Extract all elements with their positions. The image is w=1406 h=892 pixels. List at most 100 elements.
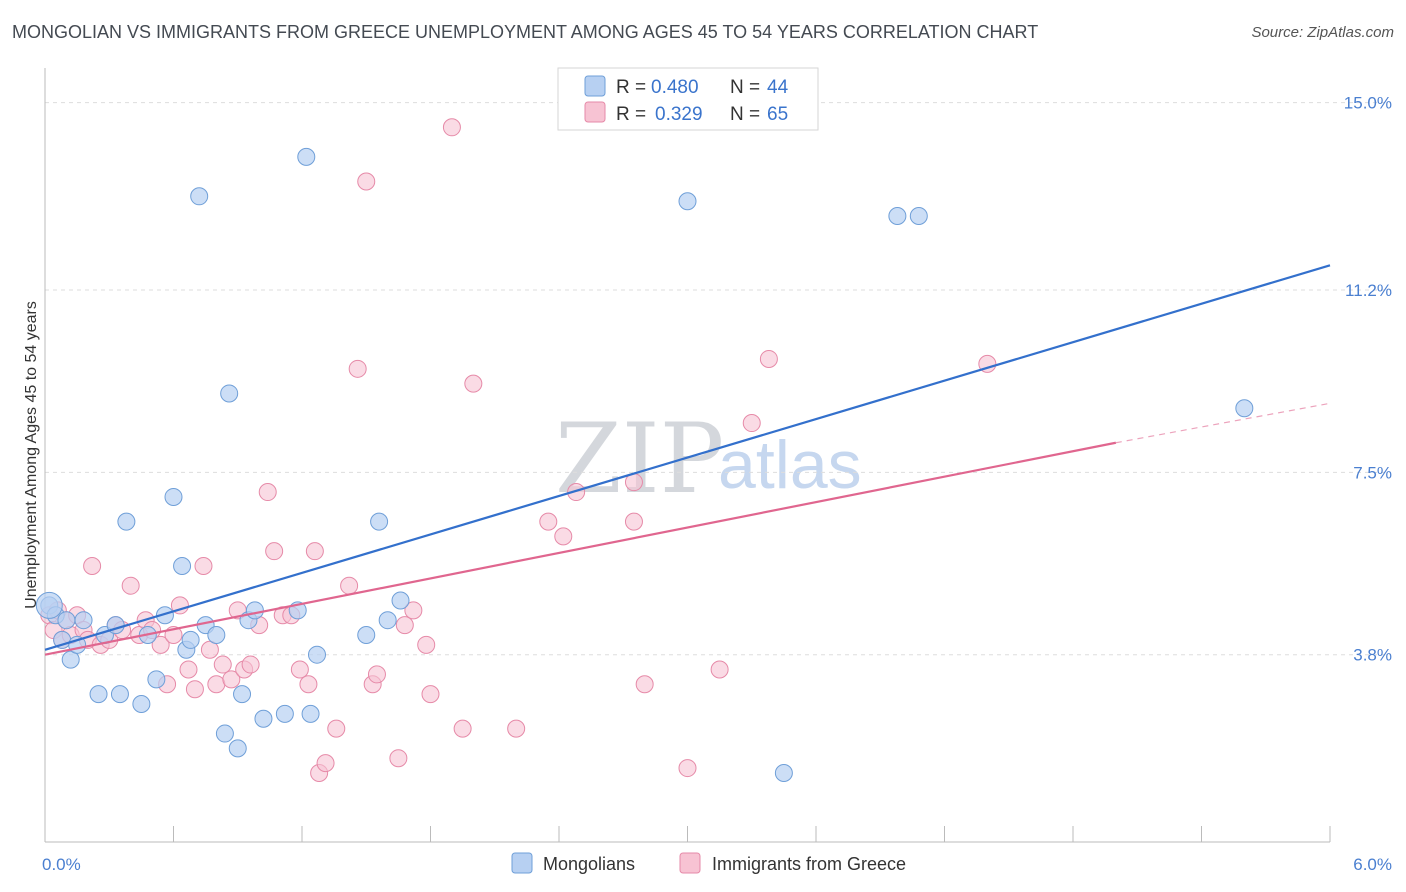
trend-line-mongolians [44,264,1331,651]
mongolians-point [370,512,389,531]
greece-point [357,172,376,191]
greece-point [464,374,483,393]
y-tick-labels: 3.8% 7.5% 11.2% 15.0% [1344,94,1392,665]
mongolians-point [173,556,192,575]
y-tick-label: 15.0% [1344,94,1392,113]
greece-point [194,556,213,575]
greece-point [389,749,408,768]
mongolians-point [110,685,129,704]
greece-point [539,512,558,531]
trend-line-greece [44,441,1117,656]
source-label: Source: ZipAtlas.com [1251,24,1394,41]
mongolians-point [117,512,136,531]
series-mongolians-points [35,147,1254,782]
bottom-legend-swatch-greece [679,852,701,874]
mongolians-point [57,611,76,630]
legend-n-label-mongolians: N = [730,77,760,98]
greece-point [185,680,204,699]
greece-point [742,414,761,433]
mongolians-point [89,685,108,704]
legend-r-label-mongolians: R = [616,77,646,98]
greece-point [759,349,778,368]
greece-point [442,118,461,137]
greece-point [340,576,359,595]
mongolians-point [774,763,793,782]
mongolians-point [888,207,907,226]
legend-n-label-greece: N = [730,104,760,125]
mongolians-point [391,591,410,610]
y-tick-label: 7.5% [1353,463,1392,482]
greece-point [316,754,335,773]
legend-swatch-greece [584,101,606,123]
mongolians-point [132,694,151,713]
greece-point [290,660,309,679]
greece-point [222,670,241,689]
watermark-atlas: atlas [718,427,862,503]
y-tick-label: 3.8% [1353,646,1392,665]
mongolians-point [378,611,397,630]
legend-r-value-mongolians: 0.480 [651,77,699,98]
mongolians-point [357,625,376,644]
mongolians-point [215,724,234,743]
greece-point [624,512,643,531]
mongolians-point [297,147,316,166]
mongolians-point [74,611,93,630]
mongolians-point [1235,399,1254,418]
greece-point [241,655,260,674]
mongolians-point [301,704,320,723]
greece-point [258,483,277,502]
greece-point [367,665,386,684]
greece-point [348,359,367,378]
x-tick-label-min: 0.0% [42,855,81,874]
mongolians-point [678,192,697,211]
legend-swatch-mongolians [584,75,606,97]
mongolians-point [254,709,273,728]
mongolians-point [147,670,166,689]
trend-lines [44,264,1331,656]
mongolians-point [207,625,226,644]
mongolians-point [155,606,174,625]
legend-n-value-mongolians: 44 [767,77,789,98]
mongolians-point [220,384,239,403]
trend-line-greece-extension [1115,402,1331,444]
chart-title: MONGOLIAN VS IMMIGRANTS FROM GREECE UNEM… [12,22,1039,42]
mongolians-point [164,487,183,506]
greece-point [305,542,324,561]
legend-box: R = 0.480 N = 44 R = 0.329 N = 65 [557,67,819,131]
greece-point [207,675,226,694]
mongolians-point [275,704,294,723]
bottom-legend-swatch-mongolians [511,852,533,874]
bottom-legend-label-mongolians: Mongolians [543,854,635,874]
legend-r-label-greece: R = [616,104,646,125]
greece-point [453,719,472,738]
greece-point [554,527,573,546]
greece-point [151,635,170,654]
greece-point [299,675,318,694]
mongolians-point [181,630,200,649]
bottom-legend-label-greece: Immigrants from Greece [712,854,906,874]
mongolians-point [228,739,247,758]
greece-point [678,759,697,778]
greece-point [265,542,284,561]
bottom-legend: Mongolians Immigrants from Greece [511,852,906,874]
greece-point [179,660,198,679]
grid [45,102,1390,656]
greece-point [635,675,654,694]
mongolians-point [190,187,209,206]
greece-point [567,483,586,502]
greece-point [213,655,232,674]
greece-point [507,719,526,738]
greece-point [404,601,423,620]
mongolians-point [245,601,264,620]
greece-point [421,685,440,704]
greece-point [83,556,102,575]
greece-point [710,660,729,679]
mongolians-point [35,591,63,619]
y-tick-label: 11.2% [1345,281,1392,300]
legend-n-value-greece: 65 [767,104,788,125]
greece-point [417,635,436,654]
legend-r-value-greece: 0.329 [655,104,703,125]
y-axis-title: Unemployment Among Ages 45 to 54 years [23,301,40,609]
greece-point [395,616,414,635]
